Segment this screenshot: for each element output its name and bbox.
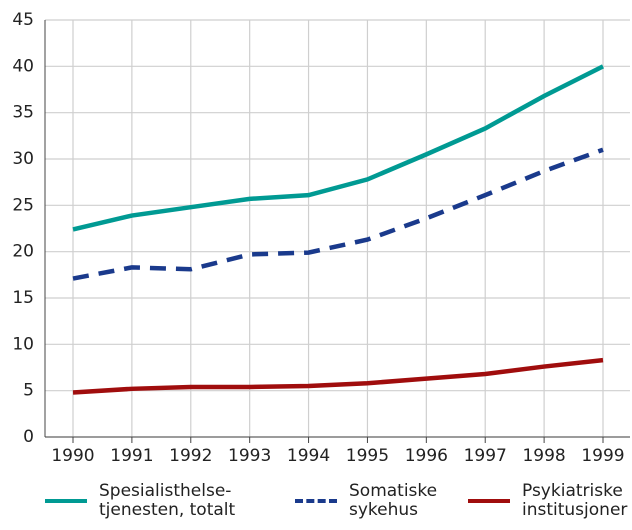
x-tick-label: 1992 — [169, 446, 212, 466]
line-series — [72, 147, 604, 281]
legend-swatch — [45, 499, 87, 503]
legend-swatch — [295, 499, 337, 503]
legend-label: Somatiske sykehus — [349, 481, 438, 520]
y-tick-label: 5 — [23, 381, 34, 401]
x-tick-label: 1999 — [581, 446, 624, 466]
x-tick-label: 1990 — [51, 446, 94, 466]
legend-label: Spesialisthelse- tjenesten, totalt — [99, 481, 236, 520]
y-tick-label: 40 — [12, 56, 34, 76]
x-tick-label: 1994 — [287, 446, 330, 466]
x-tick-label: 1991 — [110, 446, 153, 466]
y-tick-label: 30 — [12, 149, 34, 169]
legend-item: Spesialisthelse- tjenesten, totalt — [45, 482, 235, 520]
x-tick-label: 1996 — [405, 446, 448, 466]
x-tick-label: 1997 — [464, 446, 507, 466]
line-series — [72, 64, 605, 232]
legend-label: Psykiatriske institusjoner — [522, 481, 628, 520]
y-tick-label: 10 — [12, 334, 34, 354]
x-tick-label: 1995 — [346, 446, 389, 466]
y-tick-label: 20 — [12, 242, 34, 262]
legend-item: Psykiatriske institusjoner — [468, 482, 627, 520]
legend-swatch — [468, 499, 510, 503]
legend-item: Somatiske sykehus — [295, 482, 437, 520]
y-tick-label: 15 — [12, 288, 34, 308]
y-tick-label: 35 — [12, 103, 34, 123]
y-tick-label: 45 — [12, 10, 34, 30]
y-tick-label: 25 — [12, 195, 34, 215]
x-tick-label: 1998 — [522, 446, 565, 466]
y-tick-label: 0 — [23, 427, 34, 447]
line-series — [72, 357, 604, 395]
x-tick-label: 1993 — [228, 446, 271, 466]
